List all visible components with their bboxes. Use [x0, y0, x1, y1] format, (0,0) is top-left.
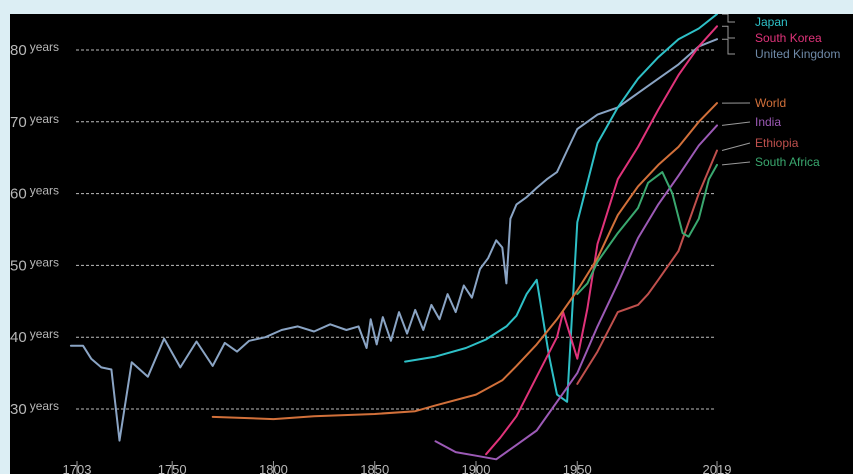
y-tick-unit: years	[30, 184, 59, 198]
legend-label-south-africa: South Africa	[755, 155, 820, 169]
x-axis: 1703 1750 1800 1850 1900 1950 2019	[63, 461, 732, 474]
legend-leader	[722, 14, 735, 23]
gridlines	[76, 49, 715, 410]
x-tick-label: 1850	[360, 462, 389, 474]
series-line-united-kingdom	[69, 38, 718, 442]
x-tick-label: 1703	[63, 462, 92, 474]
legend: Japan South Korea United Kingdom World India…	[721, 14, 840, 169]
legend-leader	[722, 25, 735, 39]
legend-label-ethiopia: Ethiopia	[755, 136, 799, 150]
series-line-south-africa	[576, 163, 718, 296]
legend-label-united-kingdom: United Kingdom	[755, 47, 840, 61]
x-tick-label: 2019	[703, 462, 732, 474]
y-tick-label: 40 years	[10, 327, 59, 346]
y-tick-unit: years	[30, 327, 59, 341]
x-tick-label: 1900	[462, 462, 491, 474]
x-tick-label: 1750	[158, 462, 187, 474]
legend-leader	[721, 121, 751, 126]
y-tick-unit: years	[30, 112, 59, 126]
chart-frame: 30 years 40 years 50 years 60 years 70 years 80 yea…	[10, 14, 853, 474]
y-tick-number: 40	[10, 329, 27, 346]
legend-leader	[721, 161, 751, 166]
y-tick-number: 30	[10, 401, 27, 418]
series-line-japan	[404, 14, 718, 403]
series-line-world	[211, 102, 718, 421]
legend-label-india: India	[755, 115, 781, 129]
y-tick-unit: years	[30, 399, 59, 413]
series-lines	[69, 14, 718, 461]
series-line-south-korea	[485, 25, 718, 456]
y-tick-number: 60	[10, 186, 27, 203]
y-tick-unit: years	[30, 255, 59, 269]
y-tick-label: 80 years	[10, 40, 59, 59]
x-tick-label: 1800	[259, 462, 288, 474]
legend-leader	[721, 142, 751, 151]
legend-label-south-korea: South Korea	[755, 31, 822, 45]
legend-leader	[722, 38, 735, 55]
series-line-ethiopia	[576, 149, 718, 385]
y-tick-label: 30 years	[10, 399, 59, 418]
y-tick-number: 80	[10, 42, 27, 59]
y-tick-number: 50	[10, 257, 27, 274]
y-tick-number: 70	[10, 114, 27, 131]
x-tick-label: 1950	[563, 462, 592, 474]
series-line-india	[434, 124, 718, 461]
y-tick-label: 50 years	[10, 255, 59, 274]
legend-label-world: World	[755, 96, 786, 110]
legend-label-japan: Japan	[755, 15, 788, 29]
y-tick-label: 70 years	[10, 112, 59, 131]
y-tick-unit: years	[30, 40, 59, 54]
y-tick-label: 60 years	[10, 184, 59, 203]
